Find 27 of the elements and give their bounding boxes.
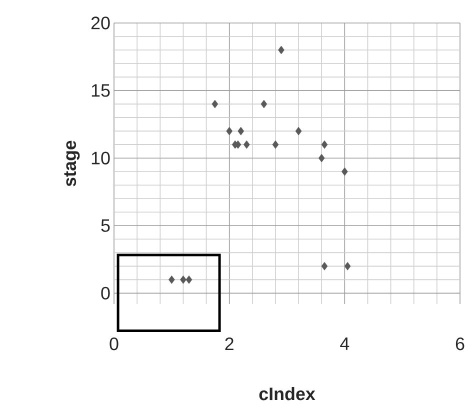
point xyxy=(272,140,279,149)
point xyxy=(180,276,186,284)
y-tick-label: 10 xyxy=(92,152,110,164)
point xyxy=(278,46,284,54)
x-tick-label: 2 xyxy=(225,338,234,350)
x-tick-label: 0 xyxy=(110,338,118,350)
x-axis-title: cIndex xyxy=(259,387,316,400)
y-tick-label: 5 xyxy=(101,219,110,232)
point xyxy=(344,262,351,270)
point xyxy=(321,140,328,149)
y-tick-label: 0 xyxy=(101,286,110,300)
point xyxy=(260,100,268,108)
y-tick-label: 20 xyxy=(91,16,110,30)
point xyxy=(295,126,302,136)
point xyxy=(186,276,192,284)
point xyxy=(341,167,348,176)
x-tick-label: 6 xyxy=(456,338,464,350)
y-tick-label: 15 xyxy=(92,84,110,97)
point xyxy=(238,126,244,136)
y-axis-title: stage xyxy=(64,140,80,186)
point xyxy=(318,154,325,162)
point xyxy=(243,140,250,149)
point xyxy=(212,100,218,108)
x-tick-label: 4 xyxy=(340,338,350,350)
point xyxy=(168,276,175,284)
point xyxy=(226,126,233,136)
point xyxy=(321,262,328,270)
